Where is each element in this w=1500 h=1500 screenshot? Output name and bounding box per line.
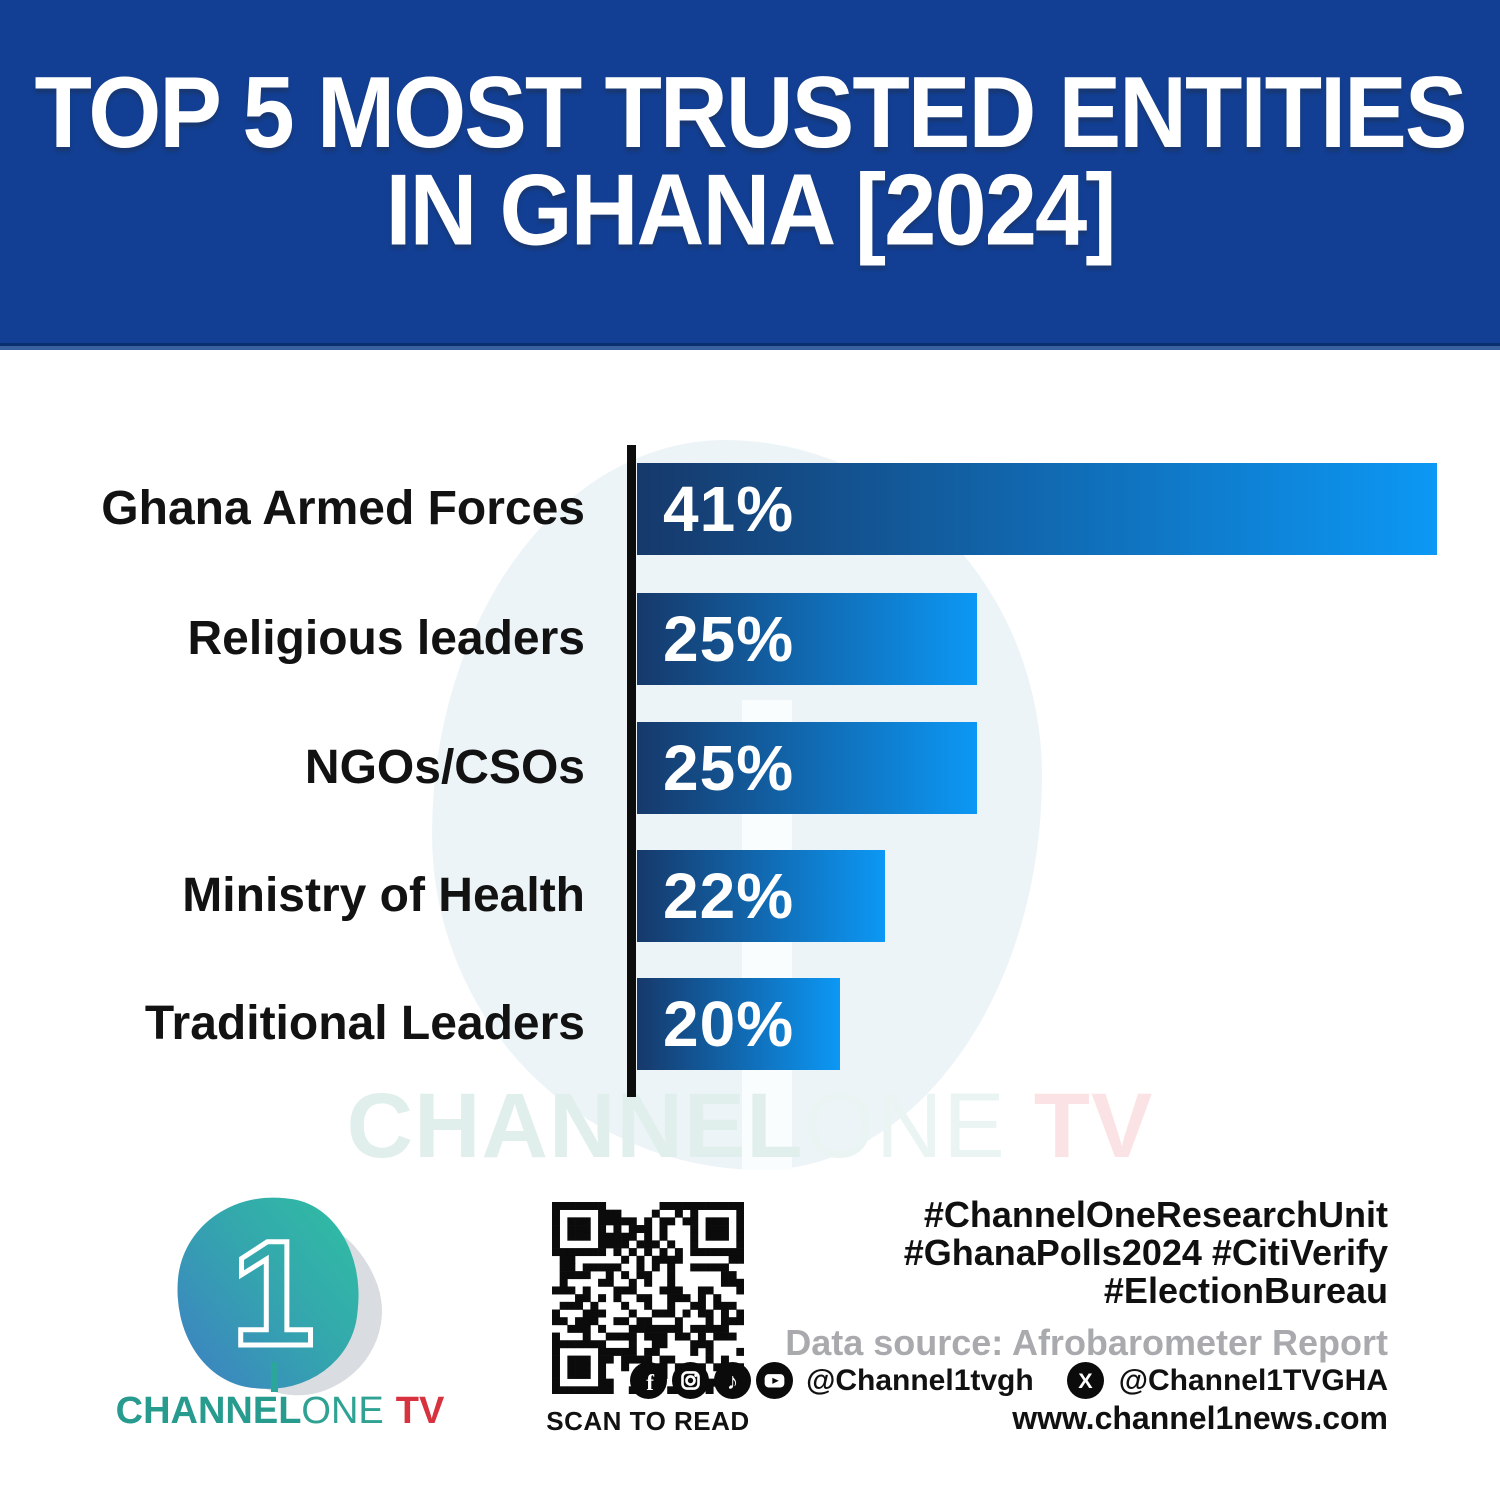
x-icon: X [1066, 1362, 1104, 1399]
category-label: Ministry of Health [182, 869, 585, 922]
page-title-line1: TOP 5 MOST TRUSTED ENTITIES [34, 55, 1467, 169]
handle-main: @Channel1tvgh [806, 1363, 1034, 1397]
bar-5: 20% [637, 978, 840, 1070]
header-edge-dark [0, 343, 1500, 346]
logo-numeral: 1 [231, 1209, 314, 1377]
channel-one-tv-wordmark: CHANNELONE TV [115, 1390, 445, 1432]
tiktok-icon: ♪ [714, 1362, 752, 1399]
hashtag-line-2: #GhanaPolls2024 #CitiVerify [903, 1232, 1388, 1273]
hashtag-line-1: #ChannelOneResearchUnit [923, 1194, 1388, 1235]
youtube-icon [756, 1362, 794, 1399]
category-label: Religious leaders [187, 612, 585, 665]
qr-code-pattern [552, 1202, 745, 1395]
page-title: TOP 5 MOST TRUSTED ENTITIES IN GHANA [20… [0, 55, 1500, 266]
hashtag-block: #ChannelOneResearchUnit #GhanaPolls2024 … [688, 1196, 1388, 1310]
watermark-tv: TV [1033, 1075, 1154, 1177]
channel-one-tv-watermark: CHANNELONE TV [0, 1080, 1500, 1172]
svg-text:♪: ♪ [727, 1368, 739, 1394]
qr-caption: SCAN TO READ [546, 1406, 750, 1436]
category-label: Traditional Leaders [144, 997, 585, 1050]
handle-x: @Channel1TVGHA [1118, 1363, 1388, 1397]
data-source-note: Data source: Afrobarometer Report [785, 1322, 1388, 1363]
svg-text:X: X [1078, 1368, 1093, 1393]
page-title-line2: IN GHANA [2024] [385, 152, 1116, 266]
bar-value-label: 25% [663, 603, 795, 675]
website-url: www.channel1news.com [1012, 1400, 1388, 1436]
qr-code [552, 1202, 745, 1395]
logo-numeral-stem [271, 1362, 278, 1392]
social-media-row: f ♪ @Channel1tvgh X @Channel1TVGHA [630, 1362, 1388, 1399]
bar-4: 22% [637, 850, 885, 942]
header-edge-light [0, 346, 1500, 350]
chart-axis [627, 445, 636, 1097]
bar-value-label: 41% [663, 473, 795, 545]
wordmark-channel: CHANNEL [115, 1390, 302, 1432]
wordmark-tv: TV [395, 1390, 445, 1432]
svg-text:f: f [646, 1370, 654, 1396]
watermark-one: ONE [803, 1075, 1006, 1177]
bar-value-label: 22% [663, 860, 795, 932]
bar-value-label: 20% [663, 988, 795, 1060]
bar-value-label: 25% [663, 732, 795, 804]
instagram-icon [672, 1362, 710, 1399]
header-banner: TOP 5 MOST TRUSTED ENTITIES IN GHANA [20… [0, 0, 1500, 343]
category-label: NGOs/CSOs [304, 741, 585, 794]
bar-3: 25% [637, 722, 977, 814]
facebook-icon: f [630, 1362, 668, 1399]
bar-2: 25% [637, 593, 977, 685]
wordmark-one: ONE [301, 1390, 384, 1432]
bar-1: 41% [637, 463, 1437, 555]
category-label: Ghana Armed Forces [101, 482, 585, 535]
watermark-channel: CHANNEL [346, 1075, 804, 1177]
hashtag-line-3: #ElectionBureau [1103, 1270, 1388, 1311]
logo-numeral-icon: 1 [229, 1207, 317, 1380]
